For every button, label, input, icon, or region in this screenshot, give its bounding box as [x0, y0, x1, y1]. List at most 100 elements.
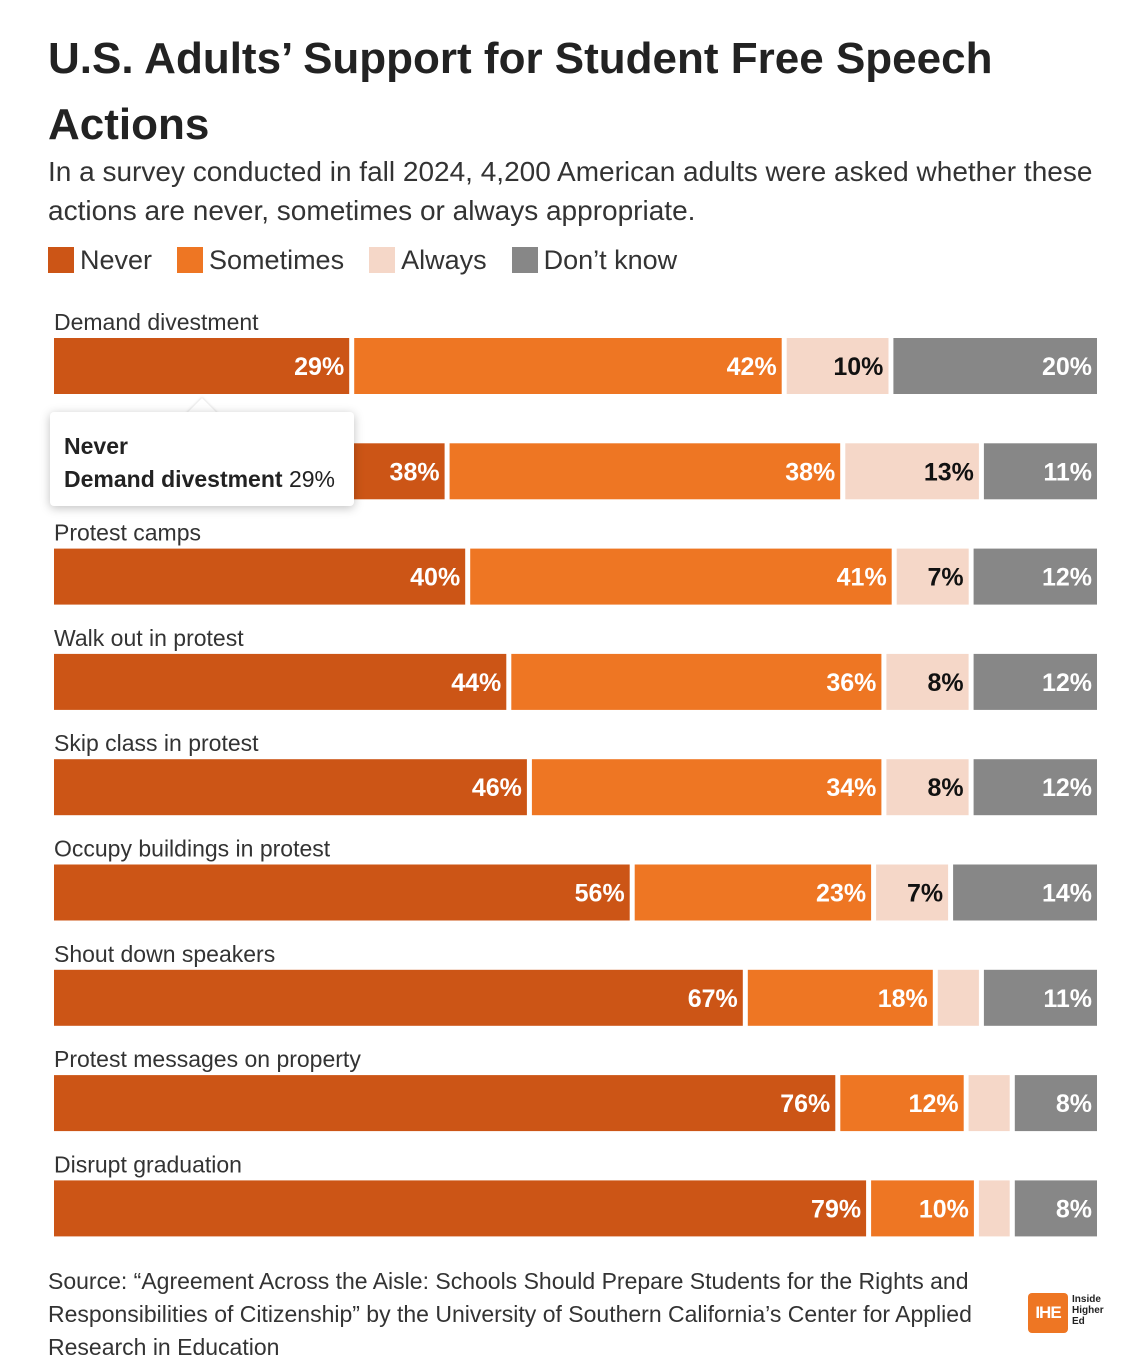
bar-never-skip-class-in-protest[interactable] — [54, 759, 527, 816]
logo-text-line3: Ed — [1072, 1316, 1085, 1327]
data-label-don-t-know-1: 20% — [1042, 353, 1092, 381]
bar-don-t-know-occupy-buildings-in-protest[interactable] — [953, 864, 1097, 921]
legend-label-dont-know: Don’t know — [543, 244, 678, 275]
legend-item-never[interactable]: Never — [48, 245, 152, 276]
data-label-always-3: 7% — [927, 564, 963, 592]
legend: Never Sometimes Always Don’t know — [48, 240, 702, 280]
legend-item-dont-know[interactable]: Don’t know — [511, 244, 678, 276]
bar-sometimes-protest-messages-on-property[interactable] — [840, 1075, 964, 1132]
data-label-don-t-know-6: 14% — [1042, 880, 1092, 908]
tooltip-row: Demand divestment 29% — [64, 463, 340, 496]
data-label-never-4: 44% — [451, 669, 501, 697]
bar-sometimes-walk-out-in-protest[interactable] — [511, 653, 882, 710]
bar-sometimes-occupy-buildings-in-protest[interactable] — [634, 864, 872, 921]
row-label-disrupt-graduation: Disrupt graduation — [54, 1151, 242, 1177]
data-label-never-9: 79% — [811, 1195, 861, 1223]
data-label-sometimes-6: 23% — [816, 880, 866, 908]
data-label-sometimes-1: 42% — [727, 353, 777, 381]
row-label-protest-messages-on-property: Protest messages on property — [54, 1046, 361, 1072]
chart-title: U.S. Adults’ Support for Student Free Sp… — [48, 34, 993, 149]
data-label-always-1: 10% — [833, 353, 883, 381]
data-label-don-t-know-8: 8% — [1056, 1090, 1092, 1118]
data-label-sometimes-5: 34% — [826, 774, 876, 802]
bar-always-protest-camps[interactable] — [896, 548, 969, 605]
tooltip-category: Demand divestment — [64, 466, 283, 492]
data-label-never-1: 29% — [294, 353, 344, 381]
bar-always-row-2[interactable] — [845, 443, 979, 500]
data-label-never-2: 38% — [390, 458, 440, 486]
bar-don-t-know-walk-out-in-protest[interactable] — [973, 653, 1097, 710]
bar-sometimes-disrupt-graduation[interactable] — [871, 1180, 974, 1237]
row-label-occupy-buildings-in-protest: Occupy buildings in protest — [54, 836, 331, 862]
bar-always-shout-down-speakers[interactable] — [937, 969, 979, 1026]
logo-text-line2: Higher — [1072, 1305, 1104, 1316]
data-label-sometimes-7: 18% — [878, 985, 928, 1013]
legend-swatch-always — [369, 247, 396, 273]
legend-item-always[interactable]: Always — [369, 245, 487, 276]
data-label-never-5: 46% — [472, 774, 522, 802]
bar-never-protest-messages-on-property[interactable] — [54, 1075, 836, 1132]
bar-always-walk-out-in-protest[interactable] — [886, 653, 969, 710]
bar-don-t-know-disrupt-graduation[interactable] — [1014, 1180, 1097, 1237]
bar-never-demand-divestment[interactable] — [54, 338, 350, 394]
data-label-don-t-know-4: 12% — [1042, 669, 1092, 697]
bar-never-disrupt-graduation[interactable] — [54, 1180, 867, 1237]
legend-swatch-dont-know — [511, 247, 538, 273]
chart-subtitle: In a survey conducted in fall 2024, 4,20… — [48, 156, 1093, 226]
bar-never-occupy-buildings-in-protest[interactable] — [54, 864, 630, 921]
data-label-never-6: 56% — [575, 880, 625, 908]
data-label-sometimes-4: 36% — [826, 669, 876, 697]
bar-sometimes-demand-divestment[interactable] — [354, 338, 782, 394]
legend-swatch-never — [48, 247, 74, 273]
source-note: Source: “Agreement Across the Aisle: Sch… — [48, 1268, 972, 1360]
bar-always-demand-divestment[interactable] — [786, 338, 889, 394]
data-label-sometimes-8: 12% — [909, 1090, 959, 1118]
tooltip-value: 29% — [288, 466, 335, 492]
data-label-always-4: 8% — [927, 669, 963, 697]
data-label-don-t-know-3: 12% — [1042, 564, 1092, 592]
bar-always-skip-class-in-protest[interactable] — [886, 759, 969, 816]
bar-sometimes-row-2[interactable] — [449, 443, 841, 500]
data-label-always-2: 13% — [924, 458, 974, 486]
logo-text-line1: Inside — [1072, 1294, 1101, 1305]
data-label-always-5: 8% — [927, 774, 963, 802]
bar-always-protest-messages-on-property[interactable] — [968, 1075, 1010, 1132]
bar-sometimes-protest-camps[interactable] — [470, 548, 892, 605]
bar-always-disrupt-graduation[interactable] — [978, 1180, 1010, 1237]
data-label-sometimes-2: 38% — [785, 458, 835, 486]
bar-never-protest-camps[interactable] — [54, 548, 466, 605]
legend-swatch-sometimes — [177, 247, 204, 273]
legend-item-sometimes[interactable]: Sometimes — [177, 245, 344, 276]
bar-sometimes-skip-class-in-protest[interactable] — [531, 759, 882, 816]
row-label-demand-divestment: Demand divestment — [54, 309, 259, 335]
bar-sometimes-shout-down-speakers[interactable] — [747, 969, 933, 1026]
row-label-skip-class-in-protest: Skip class in protest — [54, 730, 259, 756]
legend-label-sometimes: Sometimes — [209, 244, 345, 275]
data-label-sometimes-3: 41% — [837, 564, 887, 592]
data-label-never-7: 67% — [688, 985, 738, 1013]
bar-don-t-know-protest-messages-on-property[interactable] — [1014, 1075, 1097, 1132]
data-label-don-t-know-2: 11% — [1043, 458, 1092, 486]
data-label-don-t-know-7: 11% — [1043, 985, 1092, 1013]
data-label-always-6: 7% — [907, 880, 943, 908]
bar-don-t-know-shout-down-speakers[interactable] — [983, 969, 1097, 1026]
data-label-don-t-know-5: 12% — [1042, 774, 1092, 802]
ihe-logo-text: Inside Higher Ed — [1072, 1294, 1112, 1327]
data-label-sometimes-9: 10% — [919, 1195, 969, 1223]
ihe-logo: IHE — [1028, 1293, 1068, 1333]
data-label-never-8: 76% — [780, 1090, 830, 1118]
row-label-walk-out-in-protest: Walk out in protest — [54, 625, 244, 651]
row-label-shout-down-speakers: Shout down speakers — [54, 941, 275, 967]
data-label-never-3: 40% — [410, 564, 460, 592]
bar-don-t-know-row-2[interactable] — [983, 443, 1097, 500]
bar-always-occupy-buildings-in-protest[interactable] — [876, 864, 949, 921]
bar-don-t-know-protest-camps[interactable] — [973, 548, 1097, 605]
bar-never-walk-out-in-protest[interactable] — [54, 653, 507, 710]
bar-don-t-know-skip-class-in-protest[interactable] — [973, 759, 1097, 816]
tooltip-arrow — [186, 398, 218, 414]
tooltip: Never Demand divestment 29% — [50, 412, 354, 506]
bar-don-t-know-demand-divestment[interactable] — [893, 338, 1097, 394]
legend-label-never: Never — [80, 244, 153, 275]
bar-never-shout-down-speakers[interactable] — [54, 969, 743, 1026]
